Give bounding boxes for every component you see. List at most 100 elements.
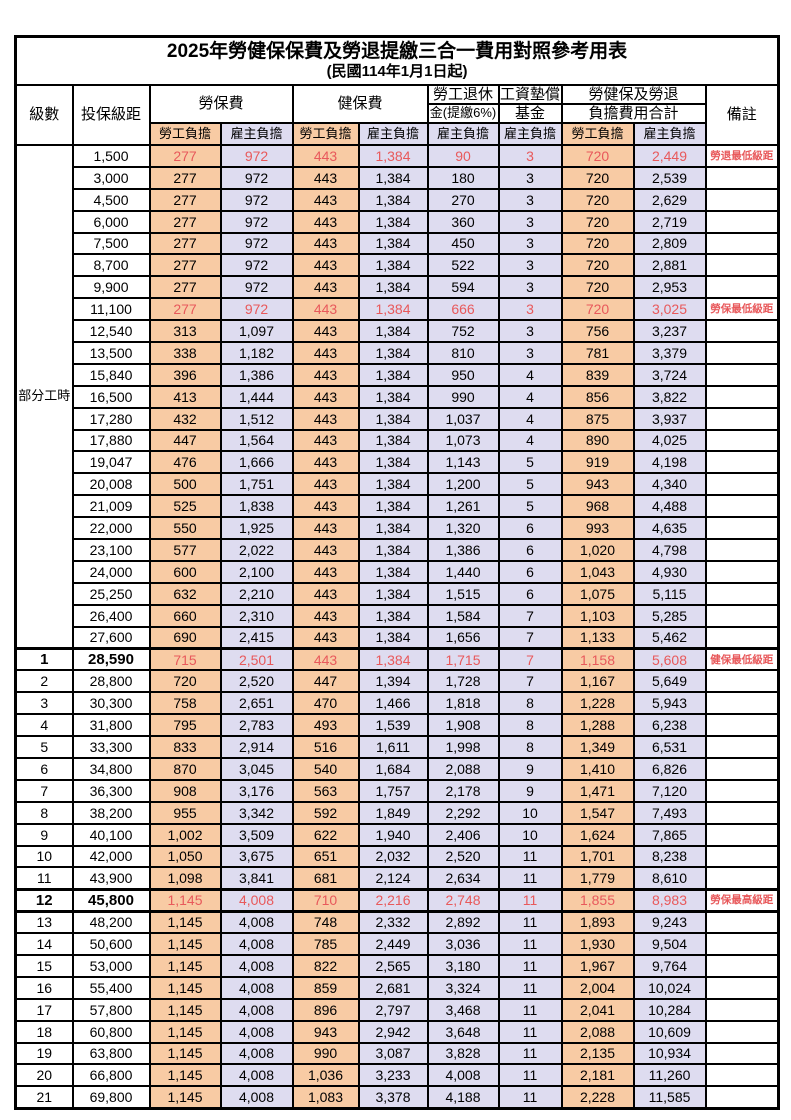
cell-health-employer: 1,384 bbox=[357, 625, 429, 650]
cell-note bbox=[704, 450, 780, 475]
cell-pension-employer: 1,261 bbox=[426, 494, 500, 519]
cell-health-employee: 443 bbox=[291, 275, 360, 300]
cell-wage-fund-employer: 7 bbox=[497, 646, 563, 672]
cell-wage-fund-employer: 3 bbox=[497, 253, 563, 278]
cell-wage-fund-employer: 3 bbox=[497, 165, 563, 190]
cell-labor-employee: 1,145 bbox=[148, 932, 222, 956]
cell-level: 17 bbox=[14, 997, 74, 1022]
cell-wage-fund-employer: 10 bbox=[497, 800, 563, 825]
cell-health-employee: 592 bbox=[291, 800, 360, 825]
cell-note bbox=[704, 362, 780, 387]
cell-health-employer: 1,384 bbox=[357, 472, 429, 497]
table-row: 16,500 413 1,444 443 1,384 990 4 856 3,822 bbox=[16, 384, 780, 409]
cell-bracket: 66,800 bbox=[71, 1063, 151, 1088]
cell-wage-fund-employer: 6 bbox=[497, 559, 563, 584]
cell-total-employee: 1,930 bbox=[560, 932, 635, 956]
cell-labor-employee: 432 bbox=[148, 406, 222, 431]
cell-pension-employer: 1,998 bbox=[426, 735, 500, 759]
table-row: 17 57,800 1,145 4,008 896 2,797 3,468 11 2,041 10… bbox=[14, 997, 780, 1022]
cell-total-employee: 890 bbox=[560, 428, 635, 453]
cell-note bbox=[704, 406, 780, 431]
cell-total-employee: 2,004 bbox=[560, 975, 635, 1000]
cell-labor-employee: 1,145 bbox=[148, 887, 222, 913]
cell-bracket: 55,400 bbox=[71, 975, 151, 1000]
cell-level: 11 bbox=[14, 866, 74, 891]
cell-labor-employer: 972 bbox=[219, 165, 294, 190]
cell-wage-fund-employer: 9 bbox=[497, 778, 563, 803]
cell-health-employee: 443 bbox=[291, 450, 360, 475]
cell-bracket: 40,100 bbox=[71, 822, 151, 847]
cell-note bbox=[704, 975, 780, 1000]
table-row: 11,100 277 972 443 1,384 666 3 720 3,025 勞保最低級距 bbox=[16, 297, 780, 322]
cell-health-employer: 1,384 bbox=[357, 253, 429, 278]
cell-labor-employee: 277 bbox=[148, 144, 222, 168]
cell-health-employer: 2,124 bbox=[357, 866, 429, 891]
cell-health-employer: 1,539 bbox=[357, 713, 429, 738]
cell-bracket: 63,800 bbox=[71, 1041, 151, 1066]
cell-total-employer: 10,934 bbox=[632, 1041, 707, 1066]
cell-total-employer: 9,243 bbox=[632, 910, 707, 935]
cell-health-employer: 1,611 bbox=[357, 735, 429, 759]
cell-health-employee: 443 bbox=[291, 428, 360, 453]
table-row: 14 50,600 1,145 4,008 785 2,449 3,036 11 1,930 9,… bbox=[14, 932, 780, 956]
cell-health-employer: 2,449 bbox=[357, 932, 429, 956]
table-row: 25,250 632 2,210 443 1,384 1,515 6 1,075 5,115 bbox=[16, 581, 780, 606]
table-row: 20 66,800 1,145 4,008 1,036 3,233 4,008 11 2,181… bbox=[14, 1063, 780, 1088]
table-row: 23,100 577 2,022 443 1,384 1,386 6 1,020 4,798 bbox=[16, 538, 780, 562]
cell-pension-employer: 3,828 bbox=[426, 1041, 500, 1066]
cell-level: 20 bbox=[14, 1063, 74, 1088]
cell-health-employee: 651 bbox=[291, 844, 360, 869]
cell-bracket: 20,008 bbox=[71, 472, 151, 497]
subheader-pension-employer: 雇主負擔 bbox=[426, 122, 500, 146]
cell-pension-employer: 2,634 bbox=[426, 866, 500, 891]
page-title: 2025年勞健保保費及勞退提繳三合一費用對照參考用表 bbox=[166, 41, 628, 63]
cell-note bbox=[704, 253, 780, 278]
cell-labor-employer: 1,564 bbox=[219, 428, 294, 453]
cell-health-employee: 443 bbox=[291, 253, 360, 278]
col-header-wage-fund-line1: 工資墊償 bbox=[497, 83, 563, 105]
cell-labor-employee: 1,145 bbox=[148, 1019, 222, 1044]
cell-total-employer: 2,449 bbox=[632, 144, 707, 168]
cell-health-employer: 1,384 bbox=[357, 494, 429, 519]
cell-bracket: 60,800 bbox=[71, 1019, 151, 1044]
cell-wage-fund-employer: 11 bbox=[497, 1041, 563, 1066]
cell-labor-employee: 1,050 bbox=[148, 844, 222, 869]
cell-note bbox=[704, 822, 780, 847]
cell-health-employee: 443 bbox=[291, 362, 360, 387]
cell-pension-employer: 360 bbox=[426, 209, 500, 234]
cell-wage-fund-employer: 6 bbox=[497, 581, 563, 606]
cell-note bbox=[704, 713, 780, 738]
cell-health-employer: 3,233 bbox=[357, 1063, 429, 1088]
cell-note bbox=[704, 953, 780, 978]
col-header-bracket: 投保級距 bbox=[71, 83, 151, 146]
cell-note bbox=[704, 341, 780, 365]
cell-labor-employee: 277 bbox=[148, 297, 222, 322]
cell-total-employee: 720 bbox=[560, 144, 635, 168]
table-row: 4 31,800 795 2,783 493 1,539 1,908 8 1,288 6,238 bbox=[14, 713, 780, 738]
cell-total-employer: 4,635 bbox=[632, 516, 707, 541]
cell-total-employer: 7,120 bbox=[632, 778, 707, 803]
cell-note bbox=[704, 735, 780, 759]
cell-total-employer: 5,649 bbox=[632, 669, 707, 694]
cell-total-employer: 2,719 bbox=[632, 209, 707, 234]
cell-health-employer: 1,384 bbox=[357, 384, 429, 409]
cell-pension-employer: 752 bbox=[426, 319, 500, 344]
cell-pension-employer: 1,584 bbox=[426, 603, 500, 628]
cell-health-employer: 1,384 bbox=[357, 275, 429, 300]
cell-total-employer: 10,024 bbox=[632, 975, 707, 1000]
cell-health-employee: 443 bbox=[291, 472, 360, 497]
cell-labor-employee: 660 bbox=[148, 603, 222, 628]
cell-wage-fund-employer: 9 bbox=[497, 756, 563, 781]
cell-total-employer: 2,953 bbox=[632, 275, 707, 300]
cell-pension-employer: 270 bbox=[426, 187, 500, 212]
cell-labor-employer: 4,008 bbox=[219, 1063, 294, 1088]
cell-health-employee: 1,036 bbox=[291, 1063, 360, 1088]
cell-labor-employer: 972 bbox=[219, 297, 294, 322]
cell-labor-employer: 1,925 bbox=[219, 516, 294, 541]
cell-total-employee: 2,181 bbox=[560, 1063, 635, 1088]
cell-total-employee: 720 bbox=[560, 187, 635, 212]
table-row: 19,047 476 1,666 443 1,384 1,143 5 919 4,198 bbox=[16, 450, 780, 475]
cell-health-employee: 1,083 bbox=[291, 1085, 360, 1110]
cell-labor-employer: 3,509 bbox=[219, 822, 294, 847]
cell-level: 15 bbox=[14, 953, 74, 978]
